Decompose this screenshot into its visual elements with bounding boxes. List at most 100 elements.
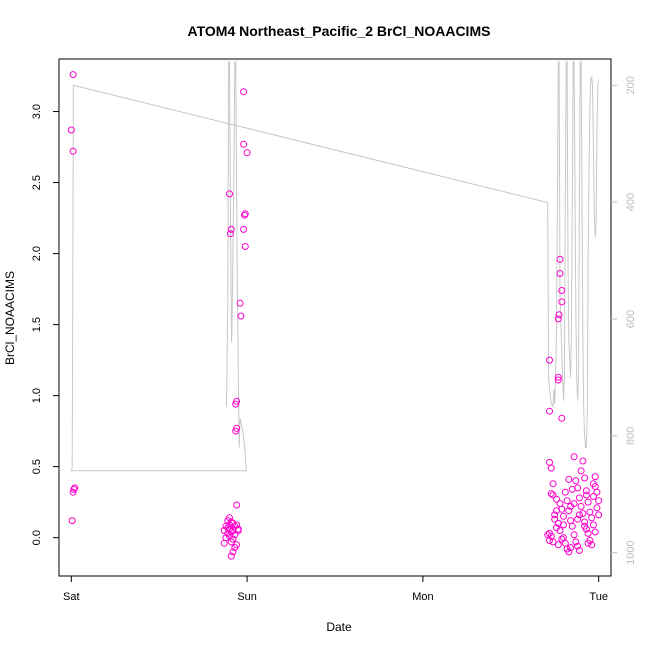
data-point xyxy=(567,544,575,552)
data-point xyxy=(232,427,240,435)
data-point xyxy=(226,230,234,238)
data-point xyxy=(233,521,241,529)
pressure-line-1 xyxy=(70,61,600,471)
data-point xyxy=(554,376,562,384)
data-point xyxy=(584,529,592,537)
data-point xyxy=(584,539,592,547)
x-tick-label: Mon xyxy=(412,591,433,603)
data-point xyxy=(241,243,249,250)
data-point xyxy=(575,546,583,554)
data-point xyxy=(563,497,571,505)
data-point xyxy=(570,531,578,539)
data-point xyxy=(553,507,560,515)
data-point xyxy=(546,356,553,364)
data-point xyxy=(546,407,553,415)
data-point xyxy=(69,488,77,496)
y-axis-label: BrCl_NOAACIMS xyxy=(3,271,17,365)
data-point xyxy=(574,542,582,550)
y2-tick-label: 200 xyxy=(625,76,637,94)
data-point xyxy=(572,538,580,546)
data-point xyxy=(588,541,596,549)
x-tick-label: Sat xyxy=(63,591,80,603)
data-point xyxy=(558,298,566,306)
y2-tick-label: 400 xyxy=(625,193,637,211)
data-point xyxy=(595,497,603,505)
data-point xyxy=(579,510,587,517)
data-point xyxy=(70,485,78,493)
data-point xyxy=(544,531,552,539)
data-point xyxy=(568,522,576,530)
data-point xyxy=(556,270,564,277)
data-point xyxy=(554,541,562,549)
data-point xyxy=(565,548,573,556)
y2-tick-label: 1000 xyxy=(625,540,637,564)
data-point xyxy=(584,498,592,506)
data-point xyxy=(570,500,578,508)
data-point xyxy=(579,457,587,465)
data-point xyxy=(581,474,589,482)
y-tick-label: 1.0 xyxy=(31,388,43,403)
y-tick-label: 3.0 xyxy=(31,104,43,119)
y-tick-label: 0.0 xyxy=(31,530,43,545)
data-point xyxy=(241,211,248,219)
x-tick-label: Tue xyxy=(589,591,608,603)
data-point xyxy=(577,502,585,510)
y-tick-label: 0.5 xyxy=(31,459,43,474)
data-point xyxy=(240,140,248,148)
data-point xyxy=(581,518,589,526)
data-point xyxy=(558,535,566,543)
data-point xyxy=(227,538,235,546)
data-point xyxy=(549,480,557,488)
data-point xyxy=(595,511,603,519)
chart-title: ATOM4 Northeast_Pacific_2 BrCl_NOAACIMS xyxy=(188,23,491,39)
data-point xyxy=(546,458,553,466)
data-point xyxy=(570,453,578,461)
data-point xyxy=(554,315,562,323)
data-point xyxy=(68,517,76,525)
data-point xyxy=(565,475,573,483)
data-point xyxy=(546,537,553,544)
data-point xyxy=(243,149,251,157)
data-point xyxy=(574,515,582,523)
data-point xyxy=(560,534,567,542)
data-point xyxy=(231,544,239,552)
data-point xyxy=(240,88,248,96)
y-tick-label: 2.0 xyxy=(31,246,43,261)
data-point xyxy=(556,500,564,508)
data-point xyxy=(553,495,560,503)
data-point xyxy=(591,528,599,536)
data-point xyxy=(582,487,590,495)
data-point xyxy=(549,538,557,546)
y-tick-label: 1.5 xyxy=(31,317,43,332)
data-point xyxy=(547,490,555,498)
data-point xyxy=(586,508,594,516)
data-point xyxy=(589,493,597,500)
x-axis: Sat Sun Mon Tue xyxy=(63,576,608,603)
data-point xyxy=(229,548,237,556)
data-point xyxy=(554,373,562,381)
data-point xyxy=(220,539,228,547)
data-point xyxy=(555,311,563,319)
data-point xyxy=(236,299,244,307)
data-point xyxy=(69,147,77,155)
y-tick-label: 2.5 xyxy=(31,175,43,190)
data-point xyxy=(568,485,576,493)
pressure-lines xyxy=(70,61,600,472)
data-point xyxy=(233,424,241,432)
data-point xyxy=(581,522,589,530)
data-points xyxy=(67,71,603,560)
data-point xyxy=(561,488,569,496)
data-point xyxy=(575,494,583,502)
data-point xyxy=(233,501,241,509)
data-point xyxy=(227,552,235,560)
data-point xyxy=(567,517,575,525)
data-point xyxy=(67,126,75,134)
data-point xyxy=(232,400,240,408)
data-point xyxy=(591,473,599,481)
data-point xyxy=(71,484,79,492)
data-point xyxy=(227,225,235,233)
plot-area-frame xyxy=(58,58,612,577)
y-axis: 0.0 0.5 1.0 1.5 2.0 2.5 3.0 xyxy=(31,104,59,545)
data-point xyxy=(240,225,248,233)
